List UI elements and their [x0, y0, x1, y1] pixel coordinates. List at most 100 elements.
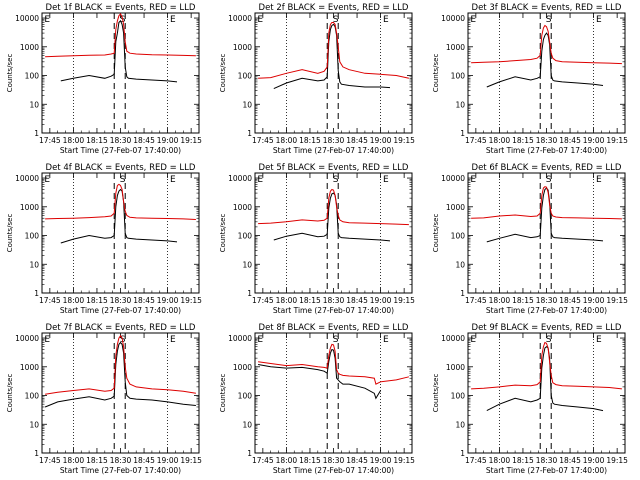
x-tick-label: 18:30 [110, 136, 132, 145]
x-tick-label: 19:15 [606, 136, 628, 145]
plot-frame [41, 172, 200, 294]
lld-series-line [258, 188, 409, 226]
x-tick-label: 18:00 [63, 136, 85, 145]
lld-series-line [471, 24, 622, 65]
y-tick-label: 10 [29, 100, 39, 109]
y-tick-label: 100 [25, 72, 40, 81]
y-tick-label: 10000 [228, 14, 252, 23]
y-tick-label: 1 [34, 129, 39, 138]
y-tick-label: 1 [247, 289, 252, 298]
y-axis-label: Counts/sec [432, 214, 440, 253]
x-tick-label: 18:15 [299, 456, 321, 465]
chart-title: Det 7f BLACK = Events, RED = LLD [46, 323, 196, 333]
y-tick-label: 100 [238, 72, 253, 81]
x-tick-label: 18:00 [63, 456, 85, 465]
x-axis-label: Start Time (27-Feb-07 17:40:00) [486, 146, 607, 155]
segment-marker: E [44, 335, 50, 345]
x-tick-label: 18:00 [63, 296, 85, 305]
x-tick-label: 18:15 [86, 296, 108, 305]
segment-marker: E [170, 15, 176, 25]
y-tick-label: 10 [455, 420, 465, 429]
x-tick-label: 18:00 [489, 296, 511, 305]
events-series-line [258, 348, 382, 400]
chart-panel-3: Det 3f BLACK = Events, RED = LLD Counts/s… [432, 3, 628, 155]
segment-marker: S [546, 15, 552, 25]
y-tick-label: 10 [455, 260, 465, 269]
segment-marker: E [44, 175, 50, 185]
x-tick-label: 19:15 [180, 456, 202, 465]
segment-marker: S [333, 175, 339, 185]
segment-marker: E [596, 335, 602, 345]
chart-panel-5: Det 5f BLACK = Events, RED = LLD Counts/s… [219, 163, 415, 315]
segment-marker: E [383, 175, 389, 185]
lld-series-line [45, 183, 196, 220]
x-tick-label: 19:15 [180, 296, 202, 305]
segment-marker: E [596, 175, 602, 185]
x-tick-label: 17:45 [39, 136, 61, 145]
lld-series-line [258, 22, 410, 79]
lld-series-line [471, 186, 622, 220]
x-axis-label: Start Time (27-Feb-07 17:40:00) [273, 306, 394, 315]
y-tick-label: 1000 [233, 203, 252, 212]
y-tick-label: 100 [238, 232, 253, 241]
segment-marker: E [470, 15, 476, 25]
x-tick-label: 17:45 [252, 136, 274, 145]
x-tick-label: 19:00 [370, 136, 392, 145]
y-tick-label: 1000 [446, 43, 465, 52]
chart-title: Det 4f BLACK = Events, RED = LLD [46, 163, 196, 173]
x-tick-label: 19:15 [393, 136, 415, 145]
x-tick-label: 19:00 [583, 456, 605, 465]
segment-marker: E [257, 15, 263, 25]
x-tick-label: 17:45 [465, 296, 487, 305]
lld-series-line [471, 341, 622, 390]
y-tick-label: 1 [460, 289, 465, 298]
x-tick-label: 18:00 [276, 136, 298, 145]
x-axis-label: Start Time (27-Feb-07 17:40:00) [486, 466, 607, 475]
lld-series-line [258, 343, 410, 385]
segment-marker: E [170, 175, 176, 185]
y-tick-label: 10000 [441, 174, 465, 183]
x-tick-label: 19:00 [583, 136, 605, 145]
chart-panel-2: Det 2f BLACK = Events, RED = LLD Counts/s… [219, 3, 415, 155]
x-tick-label: 18:45 [346, 456, 368, 465]
x-tick-label: 19:15 [606, 296, 628, 305]
segment-marker: E [470, 175, 476, 185]
chart-panel-9: Det 9f BLACK = Events, RED = LLD Counts/s… [432, 323, 628, 475]
y-tick-label: 1000 [20, 203, 39, 212]
x-tick-label: 18:15 [512, 456, 534, 465]
y-tick-label: 1000 [446, 363, 465, 372]
x-tick-label: 17:45 [39, 296, 61, 305]
x-tick-label: 18:45 [346, 296, 368, 305]
x-tick-label: 19:15 [393, 456, 415, 465]
x-tick-label: 18:00 [276, 296, 298, 305]
y-tick-label: 10 [455, 100, 465, 109]
chart-title: Det 1f BLACK = Events, RED = LLD [46, 3, 196, 13]
chart-title: Det 3f BLACK = Events, RED = LLD [472, 3, 622, 13]
y-tick-label: 100 [451, 232, 466, 241]
x-tick-label: 18:30 [536, 456, 558, 465]
x-tick-label: 19:00 [583, 296, 605, 305]
x-tick-label: 18:30 [536, 136, 558, 145]
x-tick-label: 19:00 [157, 136, 179, 145]
y-tick-label: 100 [451, 72, 466, 81]
plot-frame [41, 12, 200, 134]
x-tick-label: 18:45 [559, 136, 581, 145]
y-tick-label: 10000 [441, 14, 465, 23]
x-axis-label: Start Time (27-Feb-07 17:40:00) [273, 466, 394, 475]
x-tick-label: 18:45 [346, 136, 368, 145]
x-tick-label: 19:00 [370, 296, 392, 305]
x-tick-label: 18:15 [512, 296, 534, 305]
segment-marker: E [383, 335, 389, 345]
chart-panel-6: Det 6f BLACK = Events, RED = LLD Counts/s… [432, 163, 628, 315]
x-tick-label: 19:00 [157, 456, 179, 465]
segment-marker: S [333, 15, 339, 25]
x-tick-label: 18:15 [86, 456, 108, 465]
segment-marker: S [120, 175, 126, 185]
chart-title: Det 9f BLACK = Events, RED = LLD [472, 323, 622, 333]
y-tick-label: 1000 [233, 43, 252, 52]
y-tick-label: 1 [34, 449, 39, 458]
x-tick-label: 18:30 [110, 296, 132, 305]
y-tick-label: 1000 [20, 363, 39, 372]
x-axis-label: Start Time (27-Feb-07 17:40:00) [273, 146, 394, 155]
